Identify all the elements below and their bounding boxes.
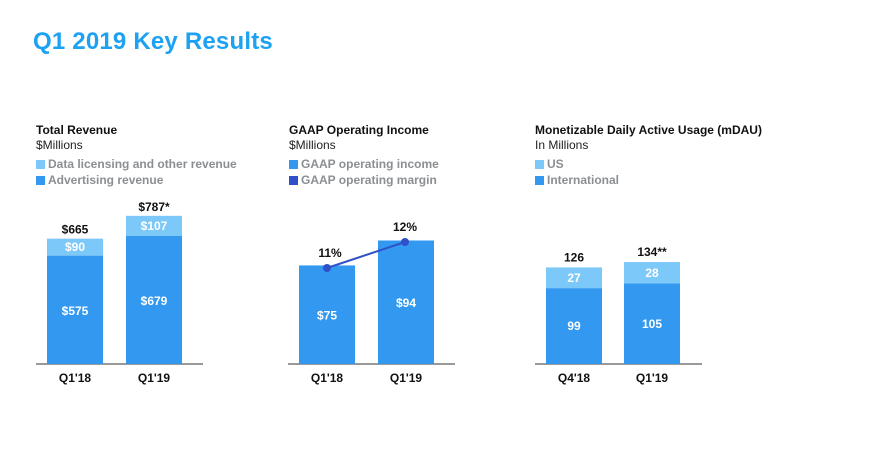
legend-item-data-licensing: Data licensing and other revenue xyxy=(36,156,276,172)
bar-advertising-revenue xyxy=(47,255,103,364)
data-label: 105 xyxy=(642,317,662,331)
legend-label: GAAP operating income xyxy=(301,157,439,171)
legend-item-operating-income: GAAP operating income xyxy=(289,156,529,172)
operating-income-panel: GAAP Operating Income $Millions GAAP ope… xyxy=(289,122,529,188)
data-label: $90 xyxy=(65,240,85,254)
operating-margin-point xyxy=(323,264,331,272)
total-label: 126 xyxy=(564,250,584,264)
legend-swatch-light xyxy=(535,159,544,169)
bar-us xyxy=(546,267,602,289)
x-tick-label: Q1'19 xyxy=(636,371,669,385)
bar-us xyxy=(624,262,680,284)
legend-swatch-dark xyxy=(36,175,45,185)
revenue-unit: $Millions xyxy=(36,138,83,152)
x-tick-label: Q1'18 xyxy=(311,371,344,385)
mdau-chart-title: Monetizable Daily Active Usage (mDAU) xyxy=(535,123,762,137)
bar-operating-income xyxy=(299,265,355,364)
data-label: $575 xyxy=(62,304,89,318)
operating-income-unit: $Millions xyxy=(289,138,336,152)
legend-label: International xyxy=(547,173,620,187)
mdau-unit: In Millions xyxy=(535,138,589,152)
revenue-legend: Data licensing and other revenue Adverti… xyxy=(36,156,276,188)
data-label: 27 xyxy=(567,271,581,285)
data-label: $679 xyxy=(141,294,168,308)
margin-label: 12% xyxy=(393,220,417,234)
total-label: $665 xyxy=(62,223,89,237)
bar-operating-income xyxy=(378,240,434,364)
operating-income-legend: GAAP operating income GAAP operating mar… xyxy=(289,156,529,188)
x-tick-label: Q1'19 xyxy=(138,371,171,385)
bar-data-licensing-revenue xyxy=(47,238,103,256)
legend-label: US xyxy=(547,157,564,171)
revenue-panel: Total Revenue $Millions Data licensing a… xyxy=(36,122,276,188)
legend-swatch-dark xyxy=(289,159,298,169)
data-label: 28 xyxy=(645,266,659,280)
x-tick-label: Q1'18 xyxy=(59,371,92,385)
legend-label: Data licensing and other revenue xyxy=(48,157,237,171)
total-label: $787* xyxy=(138,200,170,214)
mdau-legend: US International xyxy=(535,156,835,188)
total-label: 134** xyxy=(637,245,667,259)
operating-margin-point xyxy=(401,238,409,246)
legend-item-operating-margin: GAAP operating margin xyxy=(289,172,529,188)
legend-swatch-dark xyxy=(535,175,544,185)
margin-label: 11% xyxy=(318,246,342,260)
bar-international xyxy=(624,283,680,364)
data-label: $94 xyxy=(396,296,416,310)
page-title: Q1 2019 Key Results xyxy=(33,28,273,55)
legend-swatch-line xyxy=(289,175,298,185)
bar-international xyxy=(546,288,602,364)
legend-item-advertising: Advertising revenue xyxy=(36,172,276,188)
legend-swatch-light xyxy=(36,159,45,169)
bar-data-licensing-revenue xyxy=(126,215,182,237)
bar-advertising-revenue xyxy=(126,236,182,364)
operating-income-chart-title: GAAP Operating Income xyxy=(289,123,429,137)
x-tick-label: Q4'18 xyxy=(558,371,591,385)
x-tick-label: Q1'19 xyxy=(390,371,423,385)
legend-label: GAAP operating margin xyxy=(301,173,437,187)
data-label: $107 xyxy=(141,219,168,233)
data-label: $75 xyxy=(317,309,337,323)
legend-item-us: US xyxy=(535,156,835,172)
data-label: 99 xyxy=(567,319,581,333)
legend-item-international: International xyxy=(535,172,835,188)
operating-margin-line xyxy=(326,241,406,269)
revenue-chart-title: Total Revenue xyxy=(36,123,118,137)
mdau-panel: Monetizable Daily Active Usage (mDAU) In… xyxy=(535,122,835,188)
legend-label: Advertising revenue xyxy=(48,173,164,187)
